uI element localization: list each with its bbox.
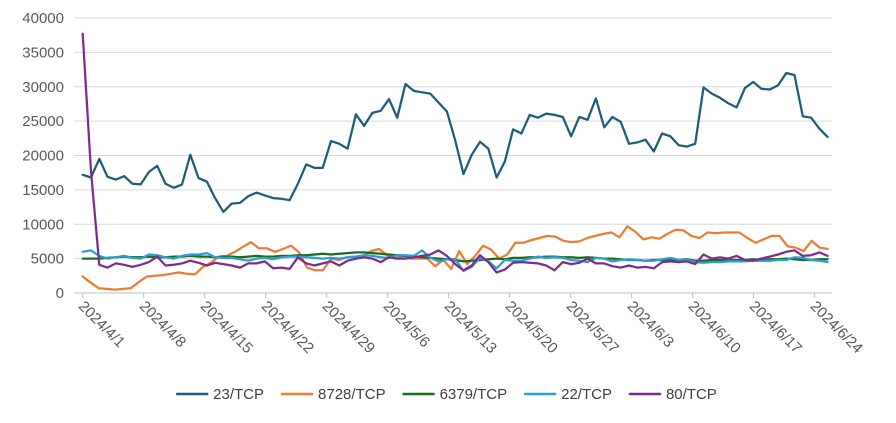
y-tick-label: 30000 [22,79,64,96]
legend-entry: 23/TCP [175,386,264,403]
x-tick-label: 2024/4/15 [197,298,256,357]
x-tick-label: 2024/5/27 [563,298,622,357]
x-tick-label: 2024/4/8 [136,298,189,351]
y-tick-label: 35000 [22,44,64,61]
y-axis-ticks: 0 5000 10000 15000 20000 25000 30000 35000 40000 [22,10,64,302]
legend-entry: 6379/TCP [402,386,508,403]
x-tick-label: 2024/4/22 [258,298,317,357]
legend-label: 22/TCP [561,386,612,403]
x-tick-label: 2024/6/17 [746,298,805,357]
y-tick-label: 0 [56,285,64,302]
legend-label: 23/TCP [213,386,264,403]
x-tick-label: 2024/6/3 [624,298,677,351]
series-line-80-tcp [81,32,829,274]
x-tick-label: 2024/5/20 [502,298,561,357]
legend-label: 80/TCP [666,386,717,403]
y-tick-label: 10000 [22,216,64,233]
x-tick-label: 2024/5/6 [380,298,433,351]
legend-entry: 22/TCP [523,386,612,403]
legend-label: 8728/TCP [318,386,386,403]
series-lines [81,32,829,291]
y-tick-label: 20000 [22,148,64,165]
x-tick-label: 2024/5/13 [441,298,500,357]
gridlines [74,17,832,294]
x-tick-label: 2024/6/24 [807,298,866,357]
y-tick-label: 5000 [31,251,64,268]
x-tick-label: 2024/4/1 [75,298,128,351]
x-tick-label: 2024/4/29 [319,298,378,357]
series-line-23-tcp [81,71,829,214]
legend-label: 6379/TCP [440,386,508,403]
series-line-22-tcp [81,249,829,273]
legend-entry: 8728/TCP [280,386,386,403]
legend: 23/TCP 8728/TCP 6379/TCP 22/TCP 80/TCP [175,386,717,403]
y-tick-label: 15000 [22,182,64,199]
legend-entry: 80/TCP [628,386,717,403]
y-tick-label: 25000 [22,113,64,130]
x-axis-ticks: 2024/4/1 2024/4/8 2024/4/15 2024/4/22 2024/4… [75,293,866,357]
y-tick-label: 40000 [22,10,64,27]
x-tick-label: 2024/6/10 [685,298,744,357]
